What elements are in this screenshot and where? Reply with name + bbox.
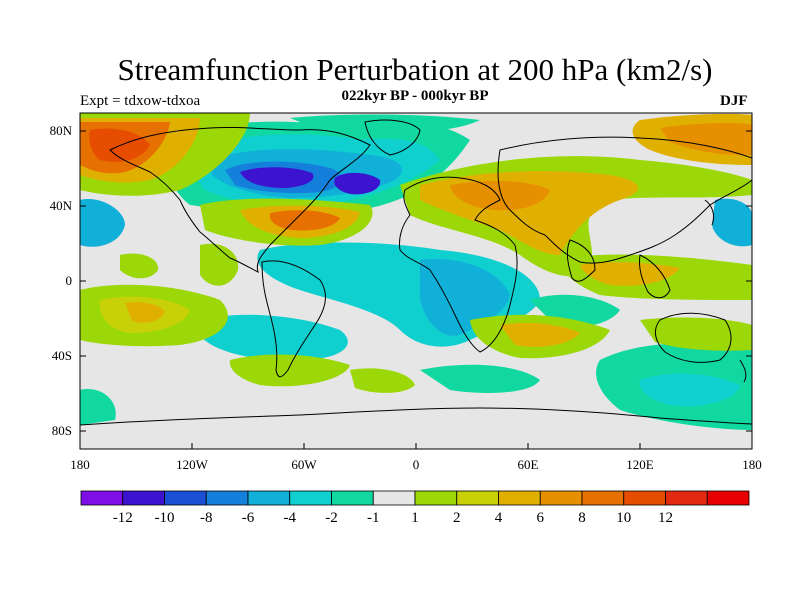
colorbar-swatch	[80, 490, 124, 506]
contour-neg-southern-ocean	[420, 364, 540, 393]
latitude-axis: 80N 40N 0 40S 80S	[50, 123, 752, 438]
lon-label-120e: 120E	[626, 457, 654, 472]
colorbar-label: -8	[200, 510, 213, 526]
contour-neg-atlantic-core	[334, 172, 381, 195]
colorbar-label: 1	[411, 510, 419, 526]
colorbar-swatch	[414, 490, 458, 506]
period-label: 022kyr BP - 000kyr BP	[341, 88, 489, 104]
europe-africa-outline	[399, 176, 518, 353]
india-outline	[566, 239, 596, 282]
colorbar-label: 6	[537, 510, 545, 526]
colorbar-swatch	[205, 490, 249, 506]
longitude-axis: 180 120W 60W 0 60E 120E 180	[70, 443, 762, 472]
contour-pos-central-pacific	[200, 243, 239, 286]
contour-pos-central-pacific-2	[120, 253, 159, 279]
contour-neg-pacific-east-edge	[712, 198, 752, 247]
colorbar-swatch	[539, 490, 583, 506]
colorbar-label: -6	[242, 510, 255, 526]
contour-neg-south-pacific-core	[639, 373, 740, 407]
colorbar-label: 2	[453, 510, 461, 526]
antarctica-outline	[80, 407, 752, 426]
colorbar-swatch	[164, 490, 207, 506]
contour-neg-africa-core	[420, 259, 510, 336]
colorbar-swatch	[498, 490, 541, 506]
colorbar-label: 12	[658, 510, 673, 526]
colorbar-swatch	[665, 490, 708, 506]
colorbar-swatch	[289, 490, 332, 506]
north-america-outline	[109, 126, 371, 273]
new-zealand-outline	[739, 359, 747, 383]
lat-label-80s: 80S	[52, 423, 72, 438]
contour-pos-arctic-east-core	[660, 123, 752, 156]
contour-neg-southwest-pacific	[80, 389, 116, 425]
coastlines	[80, 119, 752, 426]
contour-pos-south-pacific-east	[640, 317, 752, 351]
map-title: Streamfunction Perturbation at 200 hPa (…	[117, 52, 713, 87]
colorbar-label: -4	[284, 510, 297, 526]
colorbar-swatch	[372, 490, 416, 506]
contour-pos-europe-core	[450, 180, 550, 211]
lon-label-60w: 60W	[291, 457, 317, 472]
asia-outline	[497, 136, 752, 264]
colorbar-label: -10	[155, 510, 175, 526]
contour-pos-indian-pacific-inner	[580, 262, 680, 286]
contour-neg-south-atlantic	[200, 314, 348, 361]
contour-pos-southeast-pacific	[229, 354, 350, 387]
lon-label-0: 0	[413, 457, 420, 472]
contour-neg-arctic	[290, 114, 480, 133]
colorbar-swatch	[706, 490, 750, 506]
colorbar-label: 10	[616, 510, 631, 526]
colorbar-swatch	[456, 490, 499, 506]
south-america-outline	[261, 260, 326, 378]
lon-label-120w: 120W	[176, 457, 209, 472]
contour-pos-south-atlantic	[350, 368, 415, 393]
colorbar-label: -1	[367, 510, 380, 526]
colorbar-swatch	[122, 490, 165, 506]
contour-pos-south-indian-core	[500, 322, 580, 347]
colorbar-swatch	[623, 490, 666, 506]
southeast-asia-outline	[639, 254, 671, 299]
japan-outline	[704, 199, 715, 226]
contour-neg-pacific-west-edge	[80, 199, 125, 247]
season-label: DJF	[720, 93, 748, 109]
contour-pos-tropical-pacific-core	[125, 302, 165, 323]
lon-label-60e: 60E	[518, 457, 539, 472]
experiment-label: Expt = tdxow-tdxoa	[80, 93, 201, 109]
colorbar-label: -12	[113, 510, 133, 526]
colorbar-label: 4	[495, 510, 503, 526]
lon-label-180e: 180	[742, 457, 762, 472]
lon-label-180w: 180	[70, 457, 90, 472]
colorbar-label: 8	[578, 510, 586, 526]
lat-label-80n: 80N	[50, 123, 73, 138]
contour-field	[80, 113, 752, 449]
lat-label-40n: 40N	[50, 198, 73, 213]
colorbar-swatch	[581, 490, 625, 506]
contour-neg-canada-deep	[240, 167, 314, 188]
lat-label-0: 0	[66, 273, 73, 288]
greenland-outline	[364, 119, 421, 156]
colorbar-swatch	[331, 490, 374, 506]
colorbar-swatch	[247, 490, 291, 506]
contour-pos-us-east-core	[269, 210, 340, 231]
colorbar-label: -2	[325, 510, 338, 526]
lat-label-40s: 40S	[52, 348, 72, 363]
colorbar: -12 -10 -8 -6 -4 -2 -1 1 2 4 6 8 10 12	[80, 490, 750, 526]
australia-outline	[654, 312, 732, 363]
